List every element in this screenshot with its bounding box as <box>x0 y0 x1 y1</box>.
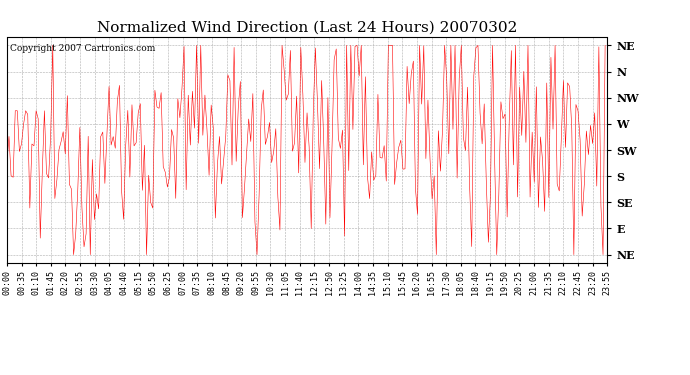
Title: Normalized Wind Direction (Last 24 Hours) 20070302: Normalized Wind Direction (Last 24 Hours… <box>97 21 518 35</box>
Text: Copyright 2007 Cartronics.com: Copyright 2007 Cartronics.com <box>10 44 155 53</box>
